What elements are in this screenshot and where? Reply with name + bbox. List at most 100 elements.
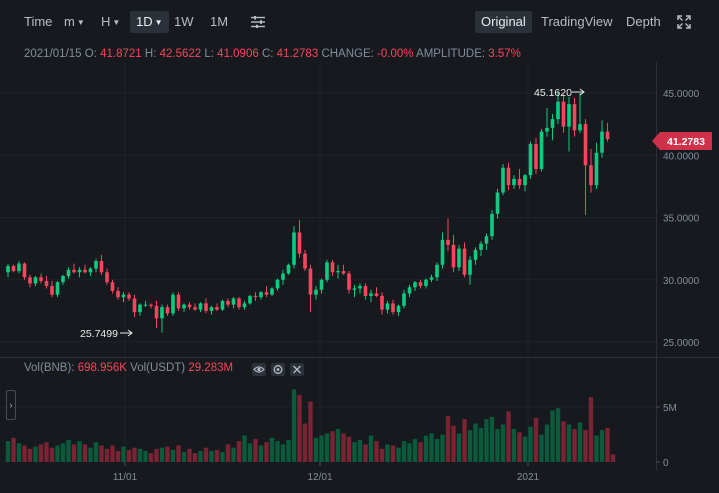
- volume-bar: [16, 443, 22, 462]
- indicator-settings-button[interactable]: [245, 11, 271, 33]
- amplitude-value: 3.57%: [488, 48, 521, 60]
- fullscreen-button[interactable]: [671, 11, 697, 33]
- candle-body: [253, 295, 258, 298]
- volume-bar: [71, 444, 77, 462]
- open-label: O:: [84, 48, 97, 60]
- original-view-tab[interactable]: Original: [475, 11, 532, 33]
- volume-bar: [236, 441, 242, 462]
- volume-bar: [341, 433, 346, 462]
- candle-body: [237, 298, 241, 308]
- volume-bar: [533, 418, 539, 462]
- candle-body: [281, 273, 285, 280]
- candle-body: [435, 264, 439, 278]
- volume-bar: [346, 436, 352, 462]
- volume-bar: [225, 444, 231, 462]
- candle-body: [83, 269, 87, 273]
- min-price-label: 25.7499: [80, 328, 118, 340]
- day-label: 1D: [136, 14, 153, 29]
- high-value: 42.5622: [159, 48, 202, 60]
- volume-bar: [462, 419, 467, 462]
- candle-body: [407, 287, 412, 294]
- volume-bar: [286, 440, 291, 462]
- candle-body: [171, 294, 175, 314]
- collapse-panel-button[interactable]: ›: [6, 390, 16, 420]
- candle-body: [165, 307, 170, 314]
- candle-body: [534, 144, 538, 169]
- candle-body: [319, 279, 324, 290]
- month-interval-tab[interactable]: 1M: [210, 14, 229, 29]
- volume-bar: [423, 435, 429, 462]
- candle-body: [94, 261, 98, 269]
- volume-bar: [363, 444, 368, 462]
- volume-bar: [154, 448, 159, 462]
- candle-body: [391, 303, 395, 313]
- volume-bar: [610, 454, 616, 462]
- tradingview-tab[interactable]: TradingView: [541, 14, 613, 29]
- time-tab[interactable]: Time: [24, 14, 53, 29]
- candle-body: [561, 101, 566, 127]
- candle-body: [160, 307, 164, 319]
- volume-bar: [561, 421, 566, 462]
- candle-body: [473, 249, 478, 260]
- candle-body: [149, 304, 153, 306]
- candle-body: [594, 152, 599, 186]
- candle-body: [501, 167, 505, 193]
- volume-bar: [242, 435, 247, 462]
- volume-bar: [11, 437, 16, 462]
- volume-bar: [467, 430, 473, 462]
- eye-icon[interactable]: [252, 363, 266, 376]
- eye-icon-glyph: [253, 366, 265, 373]
- volume-bar: [115, 451, 121, 462]
- max-price-marker: 45.1620: [534, 87, 585, 99]
- candle-body: [352, 288, 357, 290]
- candle-body: [446, 239, 450, 245]
- volume-bar: [577, 422, 583, 462]
- volume-bar: [198, 451, 203, 462]
- volume-bar: [253, 438, 258, 462]
- candle-body: [484, 236, 489, 244]
- volume-bar: [258, 445, 264, 462]
- candle-body: [523, 175, 527, 186]
- volume-bar: [181, 452, 187, 462]
- candle-body: [248, 295, 252, 304]
- volume-bar: [77, 441, 82, 462]
- day-interval-dropdown[interactable]: 1D ▼: [130, 11, 169, 33]
- candle-body: [226, 300, 230, 305]
- candle-body: [528, 144, 533, 176]
- volume-bar: [440, 434, 445, 462]
- min-arrow-head: [127, 329, 133, 337]
- volume-bar: [60, 443, 66, 462]
- volume-bars: [5, 389, 616, 462]
- candle-body: [88, 268, 93, 273]
- ohlc-date: 2021/01/15: [24, 48, 82, 60]
- close-icon-glyph: [293, 365, 301, 374]
- volume-bar: [352, 442, 357, 462]
- min-price-marker: 25.7499: [80, 328, 133, 340]
- depth-tab[interactable]: Depth: [626, 14, 661, 29]
- candle-body: [583, 124, 588, 166]
- toolbar: Time m ▼ H ▼ 1D ▼ 1W 1M Original TradingVie…: [0, 0, 719, 44]
- price-tick-label: 30.0000: [663, 276, 700, 287]
- candle-body: [154, 305, 159, 319]
- candle-body: [418, 282, 423, 286]
- open-value: 41.8721: [100, 48, 142, 60]
- settings-icon[interactable]: [271, 363, 285, 376]
- volume-bar: [324, 433, 330, 462]
- volume-bar: [247, 443, 253, 462]
- volume-bar: [22, 445, 27, 462]
- volume-axis: 5M 0: [656, 403, 677, 469]
- minute-interval-dropdown[interactable]: m ▼: [58, 11, 91, 33]
- candles: [6, 91, 610, 333]
- volume-bar: [55, 445, 60, 462]
- volume-bar: [319, 435, 324, 462]
- volume-bar: [192, 453, 198, 462]
- candle-body: [215, 307, 219, 310]
- volume-bar: [143, 451, 148, 462]
- close-icon[interactable]: [290, 363, 304, 376]
- volume-bar: [44, 442, 49, 462]
- volume-bar: [572, 429, 577, 462]
- volume-bar: [291, 389, 297, 462]
- hour-interval-dropdown[interactable]: H ▼: [95, 11, 126, 33]
- week-interval-tab[interactable]: 1W: [174, 14, 194, 29]
